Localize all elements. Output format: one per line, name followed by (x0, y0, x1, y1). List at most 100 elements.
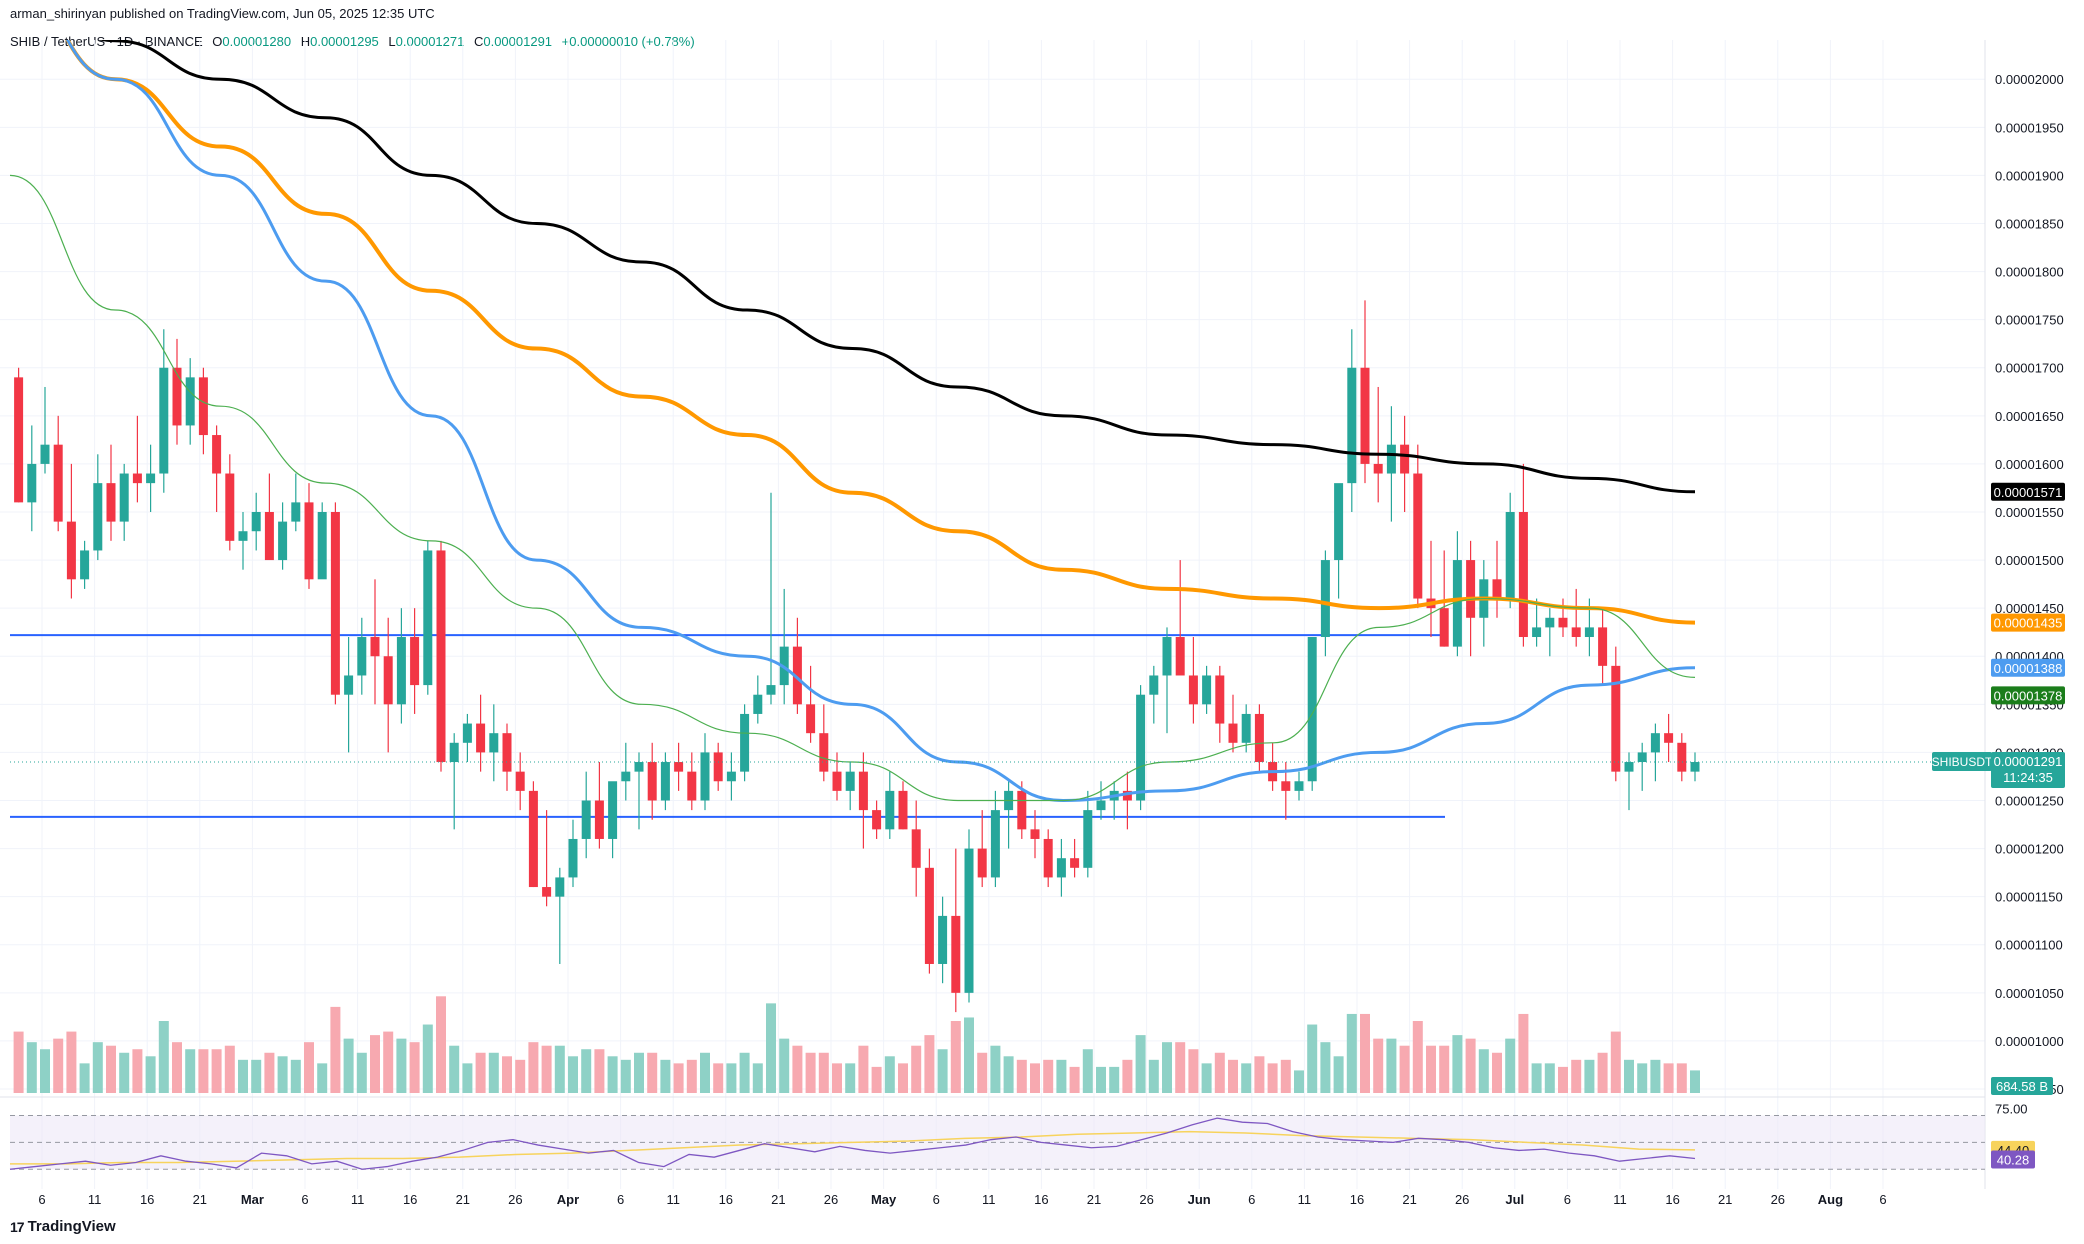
candle-up (1162, 637, 1172, 676)
volume-bar (343, 1038, 354, 1093)
volume-bar (264, 1052, 275, 1093)
volume-bar (554, 1045, 565, 1093)
tradingview-logo[interactable]: 17 TradingView (10, 1218, 116, 1235)
x-tick-label: 21 (1402, 1192, 1416, 1207)
volume-bar (502, 1056, 512, 1093)
candle-up (357, 637, 367, 676)
candle-up (146, 473, 156, 484)
volume-bar (1465, 1038, 1476, 1093)
volume-bar (1360, 1013, 1370, 1093)
candle-down (1017, 790, 1027, 830)
rsi-line (9, 1117, 1696, 1170)
candle-up (1505, 511, 1515, 599)
volume-bar (53, 1038, 64, 1093)
rsi-ma-line (10, 1130, 1696, 1165)
volume-bar (647, 1052, 658, 1093)
candle-up (159, 367, 169, 474)
volume-bar (304, 1042, 314, 1093)
candle-down (1413, 473, 1423, 599)
volume-bar (1030, 1063, 1040, 1093)
volume-bar (858, 1045, 869, 1093)
volume-bar (211, 1049, 222, 1093)
candle-up (1650, 733, 1660, 753)
volume-bar (581, 1049, 592, 1093)
candle-down (1598, 627, 1608, 666)
volume-bar (911, 1045, 922, 1093)
candle-down (212, 435, 222, 474)
x-tick-label: 16 (719, 1192, 733, 1207)
volume-bar (1373, 1038, 1384, 1093)
volume-bar (1135, 1035, 1146, 1093)
candle-down (383, 656, 393, 705)
x-tick-label: 6 (1564, 1192, 1571, 1207)
volume-bar (1109, 1066, 1120, 1093)
volume-bar (964, 1017, 974, 1093)
y-tick-label: 0.00002000 (1995, 72, 2064, 87)
candle-up (1334, 483, 1344, 561)
x-tick-label: 26 (1139, 1192, 1153, 1207)
candle-down (1254, 713, 1264, 763)
volume-bar (1690, 1070, 1700, 1093)
x-tick-label: 26 (508, 1192, 522, 1207)
volume-bar (409, 1042, 420, 1093)
price-chart[interactable]: 0.00002000 0.00001950 0.00001900 0.00001850… (0, 0, 2084, 1210)
volume-bar (845, 1063, 856, 1093)
volume-bar (383, 1031, 394, 1093)
y-tick-label: 0.00001050 (1995, 986, 2064, 1001)
candle-up (27, 463, 37, 503)
x-tick-label: 16 (1350, 1192, 1364, 1207)
candle-up (396, 637, 406, 705)
volume-bar (132, 1049, 143, 1093)
candle-up (291, 502, 301, 522)
candle-down (1373, 463, 1383, 474)
candle-up (1690, 762, 1700, 772)
candle-up (1545, 617, 1555, 628)
candle-down (542, 887, 552, 897)
candle-down (1043, 838, 1053, 878)
volume-bar (106, 1045, 116, 1093)
y-tick-label: 0.00001900 (1995, 168, 2064, 183)
volume-bar (356, 1052, 367, 1093)
volume-bar (436, 996, 446, 1093)
candle-down (832, 771, 842, 791)
volume-bar (449, 1045, 460, 1093)
candle-down (687, 771, 697, 801)
volume-bar (1016, 1059, 1027, 1093)
candle-up (1136, 694, 1146, 801)
candle-down (172, 367, 182, 426)
volume-bar (779, 1038, 790, 1093)
volume-bar (1162, 1042, 1172, 1093)
candle-up (568, 838, 578, 878)
y-tick-label: 0.00001750 (1995, 313, 2064, 328)
x-tick-label: 26 (1771, 1192, 1785, 1207)
rsi-value-badge (1991, 1150, 2035, 1169)
candle-down (792, 646, 802, 705)
volume-bar (1307, 1024, 1318, 1093)
candle-down (476, 723, 486, 753)
volume-bar (1505, 1038, 1516, 1093)
volume-bar (1043, 1059, 1054, 1093)
volume-bar (13, 1031, 24, 1093)
y-tick-label: 0.00001700 (1995, 361, 2064, 376)
rsi-value-text: 40.28 (1997, 1152, 2030, 1167)
candle-down (1664, 733, 1674, 743)
volume-bar (1492, 1052, 1502, 1093)
tradingview-mark-icon: 17 (10, 1218, 25, 1235)
candle-down (1122, 790, 1132, 801)
candle-down (911, 829, 921, 868)
volume-bar (370, 1035, 380, 1093)
candle-up (344, 675, 354, 695)
x-tick-label: 16 (1665, 1192, 1679, 1207)
y-tick-label: 0.00001450 (1995, 601, 2064, 616)
candle-down (1070, 858, 1080, 868)
candle-up (845, 771, 855, 791)
tradingview-brand: TradingView (27, 1218, 116, 1235)
x-tick-label: Mar (241, 1192, 264, 1207)
volume-bar (1241, 1063, 1252, 1093)
candle-down (528, 790, 538, 888)
volume-bar (1610, 1031, 1621, 1093)
volume-bar (1333, 1056, 1344, 1093)
candle-down (1611, 665, 1621, 772)
volume-label-badge (1991, 1077, 2053, 1095)
